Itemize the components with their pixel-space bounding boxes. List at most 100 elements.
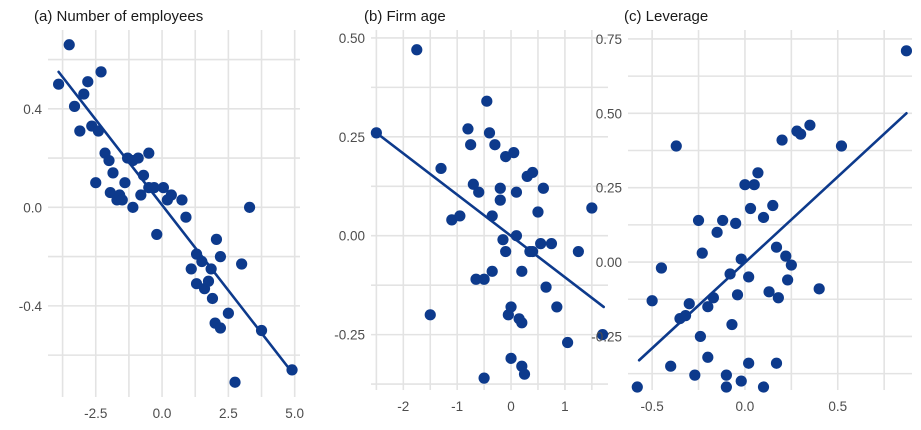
grid-lines: [371, 30, 608, 390]
scatter-point: [724, 268, 736, 280]
scatter-point: [424, 309, 436, 321]
scatter-point: [646, 295, 658, 307]
scatter-point: [107, 167, 119, 179]
scatter-point: [743, 271, 755, 283]
x-tick-label: 0: [507, 399, 515, 414]
scatter-point: [103, 154, 115, 167]
scatter-point: [222, 307, 234, 319]
scatter-point: [795, 128, 807, 140]
y-tick-label: -0.25: [334, 328, 365, 343]
scatter-point: [804, 119, 816, 131]
chart-title: (c) Leverage: [624, 8, 709, 25]
scatter-point: [151, 228, 163, 241]
y-tick-label: 0.25: [339, 130, 365, 145]
scatter-point: [454, 210, 466, 222]
scatter-point: [692, 214, 705, 227]
y-tick-label: 0.00: [596, 255, 622, 270]
scatter-point: [68, 100, 81, 112]
panel-employees: (a) Number of employees -2.5 0.0 2.5 5.0 0.4…: [0, 0, 310, 430]
scatter-point: [562, 336, 574, 349]
y-tick-label: 0.00: [339, 229, 365, 244]
scatter-point: [63, 39, 75, 51]
scatter-point: [551, 301, 563, 313]
scatter-point: [486, 265, 498, 277]
chart-title: (a) Number of employees: [34, 8, 204, 25]
chart-employees: -2.5 0.0 2.5 5.0 0.4 0.0 -0.4: [19, 30, 304, 421]
scatter-point: [767, 199, 779, 212]
scatter-point: [90, 177, 102, 189]
scatter-point: [726, 318, 738, 331]
scatter-point: [540, 281, 552, 293]
x-tick-label: 5.0: [285, 406, 304, 421]
scatter-point: [665, 360, 677, 372]
scatter-point: [731, 289, 744, 301]
scatter-point: [74, 125, 86, 137]
scatter-point: [776, 134, 788, 146]
scatter-point: [119, 177, 131, 189]
y-tick-label: 0.50: [596, 106, 622, 121]
scatter-point: [763, 286, 775, 298]
scatter-point: [127, 201, 139, 213]
x-tick-label: -2.5: [84, 406, 107, 421]
scatter-point: [489, 139, 501, 151]
scatter-point: [752, 167, 764, 179]
scatter-point: [210, 233, 223, 245]
scatter-point: [176, 194, 188, 206]
scatter-point: [900, 45, 913, 57]
scatter-point: [739, 179, 751, 191]
scatter-point: [532, 206, 544, 218]
scatter-point: [157, 182, 169, 194]
panel-leverage: (c) Leverage -0.5 0.0 0.5 0.75 0.50 0.25 0.00-…: [591, 0, 921, 430]
trend-line: [637, 112, 908, 362]
scatter-point: [435, 162, 447, 175]
scatter-point: [229, 376, 241, 388]
x-tick-label: 1: [561, 399, 569, 414]
scatter-point: [244, 201, 256, 213]
scatter-point: [748, 179, 760, 191]
scatter-point: [202, 275, 215, 287]
scatter-point: [535, 238, 547, 250]
scatter-point: [694, 330, 706, 343]
scatter-point: [631, 381, 643, 393]
x-tick-label: 0.0: [736, 399, 755, 414]
scatter-point: [508, 147, 520, 159]
scatter-point: [82, 76, 94, 88]
scatter-point: [236, 258, 248, 270]
scatter-point: [143, 147, 155, 159]
scatter-point: [545, 238, 558, 250]
scatter-point: [478, 372, 490, 384]
x-tick-label: -1: [451, 399, 463, 414]
scatter-point: [185, 263, 197, 275]
scatter-point: [494, 182, 506, 194]
scatter-point: [572, 245, 584, 258]
scatter-point: [711, 226, 723, 238]
scatter-point: [165, 189, 177, 201]
scatter-point: [757, 381, 770, 393]
scatter-point: [53, 78, 65, 90]
scatter-point: [481, 95, 493, 107]
scatter-point: [116, 194, 128, 206]
scatter-point: [717, 214, 729, 227]
x-tick-label: 2.5: [219, 406, 238, 421]
scatter-point: [757, 211, 770, 224]
scatter-point: [462, 123, 474, 135]
y-tick-label: 0.0: [23, 200, 42, 215]
scatter-point: [744, 202, 757, 215]
chart-leverage: -0.5 0.0 0.5 0.75 0.50 0.25 0.00 -0.25: [591, 30, 913, 414]
scatter-point: [510, 186, 523, 198]
y-tick-label: -0.4: [19, 299, 43, 314]
scatter-point: [730, 217, 742, 229]
scatter-point: [696, 247, 708, 259]
y-tick-label: 0.50: [339, 31, 365, 46]
scatter-point: [104, 186, 116, 199]
trend-line: [375, 131, 605, 309]
scatter-point: [735, 375, 747, 387]
chart-title: (b) Firm age: [364, 8, 446, 25]
scatter-point: [494, 194, 506, 206]
scatter-point: [813, 283, 825, 295]
scatter-point: [720, 381, 732, 393]
scatter-point: [597, 329, 609, 341]
scatter-point: [500, 245, 512, 258]
scatter-point: [465, 139, 477, 151]
scatter-point: [586, 202, 598, 214]
